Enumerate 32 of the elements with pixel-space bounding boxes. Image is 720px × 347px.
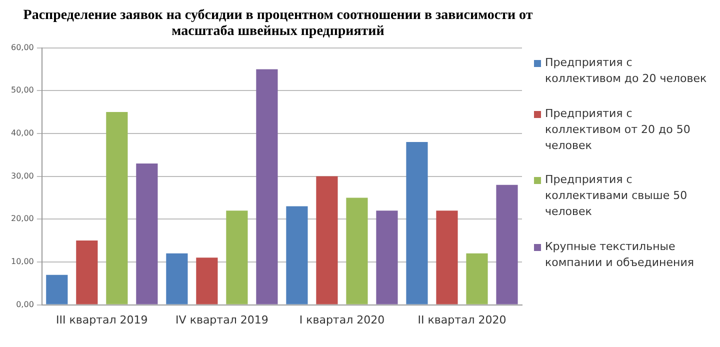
bar <box>286 206 308 304</box>
bar <box>496 184 518 304</box>
x-tick-label: II квартал 2020 <box>418 313 506 326</box>
bar <box>76 240 98 304</box>
legend-label: Крупные текстильные компании и объединения <box>545 238 695 271</box>
y-tick-label: 10,00 <box>10 257 34 266</box>
bar <box>196 258 218 304</box>
bar <box>136 163 158 304</box>
bar <box>106 112 128 304</box>
bar <box>376 210 398 304</box>
bar <box>346 198 368 304</box>
y-tick-label: 20,00 <box>10 214 34 224</box>
bar <box>226 210 248 304</box>
bar <box>406 142 428 304</box>
y-tick-label: 60,00 <box>10 42 34 52</box>
x-tick-label: I квартал 2020 <box>299 313 385 326</box>
legend-label: Предприятия с коллективами свыше 50 человек <box>545 172 688 220</box>
bar <box>466 253 488 304</box>
y-tick-label: 0,00 <box>16 300 34 309</box>
bar <box>316 176 338 304</box>
bar <box>256 69 278 304</box>
x-tick-label: III квартал 2019 <box>56 313 148 326</box>
bar <box>46 274 68 304</box>
legend-label: Предприятия с коллективом до 20 человек <box>545 55 708 88</box>
x-tick-label: IV квартал 2019 <box>176 313 268 326</box>
chart-title: Распределение заявок на субсидии в процентном соотношении в зависимости от масштаба швейных предприятий <box>22 8 534 40</box>
legend-label: Предприятия с коллективом от 20 до 50 человек <box>545 106 692 154</box>
y-tick-label: 40,00 <box>10 128 34 138</box>
bar <box>436 210 458 304</box>
y-tick-label: 30,00 <box>10 171 34 180</box>
y-tick-label: 50,00 <box>10 86 34 95</box>
bar <box>166 253 188 304</box>
